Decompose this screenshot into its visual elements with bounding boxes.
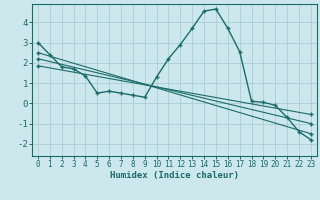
X-axis label: Humidex (Indice chaleur): Humidex (Indice chaleur) <box>110 171 239 180</box>
